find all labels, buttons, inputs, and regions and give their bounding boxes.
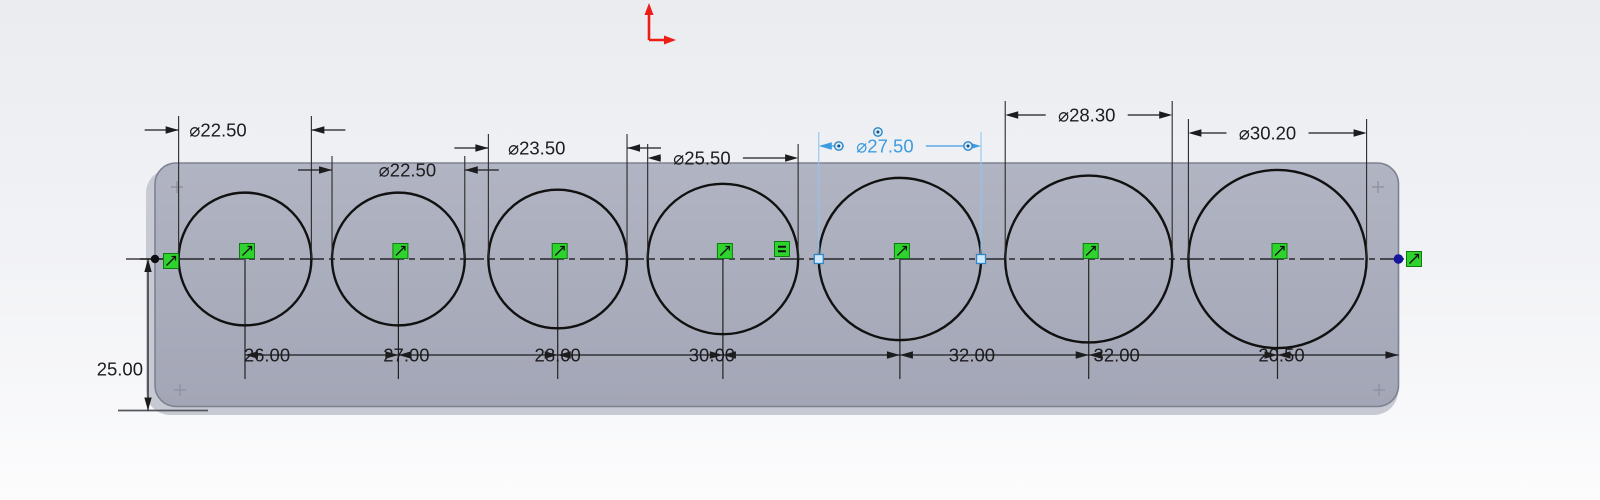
spacing-dimension-5[interactable]: 32.00 (899, 345, 1089, 366)
height-dimension-label[interactable]: 25.00 (97, 359, 143, 380)
diameter-dimension-label-2[interactable]: ⌀22.50 (379, 160, 436, 181)
edge-point-constraint-icon-right[interactable] (1406, 251, 1422, 267)
diameter-dimension-label-4[interactable]: ⌀25.50 (673, 148, 730, 169)
dimension-handle-2[interactable] (963, 141, 973, 151)
spacing-dimension-6[interactable]: 32.00 (1088, 345, 1278, 366)
spacing-dimension-2[interactable]: 27.00 (383, 345, 558, 366)
diameter-dimension-label-5[interactable]: ⌀27.50 (856, 136, 913, 157)
corner-point-2 (174, 384, 186, 396)
endpoint-dot-right[interactable] (1393, 254, 1404, 264)
endpoint-dot-left[interactable] (150, 254, 160, 264)
corner-point-1 (171, 181, 183, 193)
plate-face[interactable] (154, 162, 1400, 408)
coincident-constraint-icon-2[interactable] (392, 243, 409, 259)
coincident-constraint-icon-1[interactable] (239, 243, 255, 259)
diameter-dimension-3[interactable]: ⌀23.50 (454, 134, 662, 259)
diameter-dimension-label-3[interactable]: ⌀23.50 (508, 138, 565, 159)
diameter-dimension-2[interactable]: ⌀22.50 (298, 156, 499, 259)
corner-point-4 (1373, 384, 1385, 396)
origin-right-arrow-icon (664, 35, 676, 45)
diameter-dimension-label-6[interactable]: ⌀28.30 (1058, 105, 1115, 126)
coincident-constraint-icon-5[interactable] (893, 243, 910, 259)
coincident-constraint-icon-7[interactable] (1271, 243, 1288, 259)
corner-point-3 (1372, 181, 1384, 193)
diameter-dimension-5[interactable]: ⌀27.50 (813, 127, 987, 265)
coincident-constraint-icon-3[interactable] (551, 243, 568, 259)
origin-up-arrow-icon (644, 3, 654, 15)
dimension-handle-1[interactable] (833, 141, 844, 151)
diameter-dimension-label-1[interactable]: ⌀22.50 (189, 120, 246, 141)
coincident-constraint-icon-6[interactable] (1082, 243, 1099, 259)
equal-constraint-icon[interactable] (774, 241, 790, 257)
diameter-dimension-1[interactable]: ⌀22.50 (144, 116, 346, 259)
attachment-handle-1[interactable] (813, 253, 824, 265)
attachment-handle-2[interactable] (975, 253, 987, 265)
spacing-dimension-7[interactable]: 20.50 (1258, 345, 1399, 366)
coincident-constraint-icon-4[interactable] (716, 243, 733, 259)
dimension-handle-3[interactable] (873, 127, 883, 137)
origin-icon[interactable] (644, 3, 677, 45)
spacing-dimension-label-4[interactable]: 30.00 (689, 345, 735, 366)
edge-point-constraint-icon-left[interactable] (163, 253, 179, 269)
spacing-dimension-1[interactable]: 26.00 (244, 345, 399, 366)
spacing-dimension-3[interactable]: 28.00 (535, 345, 723, 366)
height-dimension[interactable]: 25.00 (97, 258, 208, 412)
diameter-dimension-6[interactable]: ⌀28.30 (1004, 101, 1173, 259)
diameter-dimension-4[interactable]: ⌀25.50 (647, 144, 799, 259)
diameter-dimension-label-7[interactable]: ⌀30.20 (1239, 123, 1296, 144)
spacing-dimension-4[interactable]: 30.00 (689, 345, 900, 366)
diameter-dimension-7[interactable]: ⌀30.20 (1187, 119, 1368, 259)
